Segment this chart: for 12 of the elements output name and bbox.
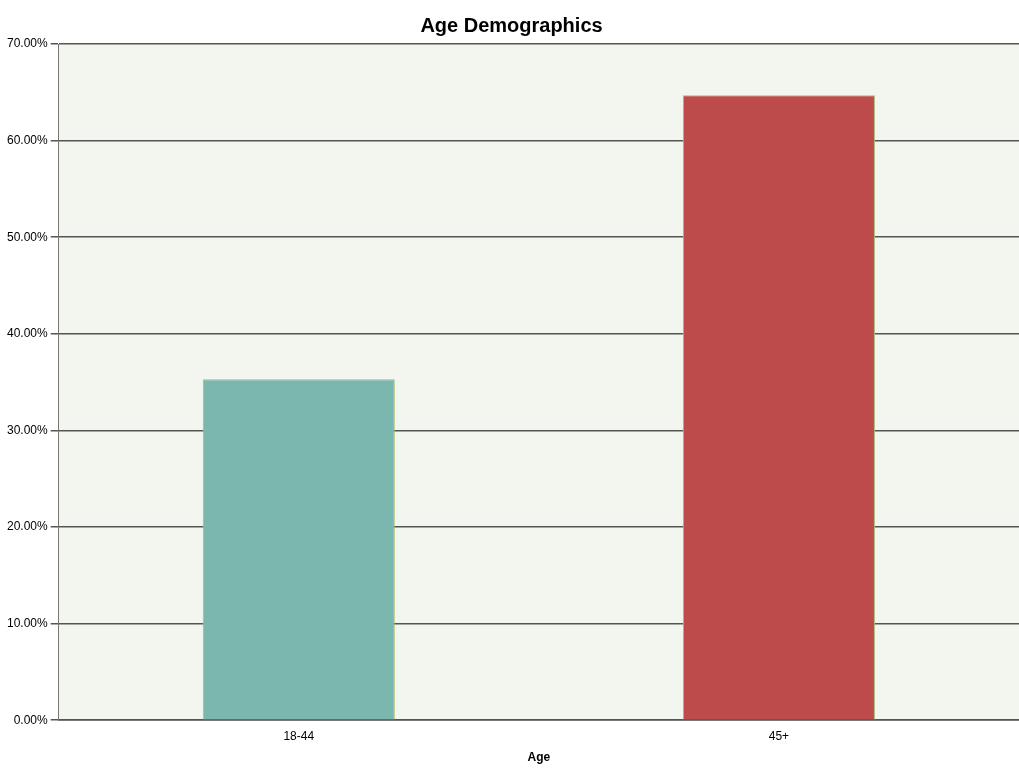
x-axis-title: Age xyxy=(527,750,551,765)
y-tick-label: 10.00% xyxy=(7,615,49,630)
y-tick-label: 0.00% xyxy=(13,712,49,727)
y-tick-label: 50.00% xyxy=(7,229,49,244)
chart-title: Age Demographics xyxy=(420,13,603,36)
y-tick-label: 30.00% xyxy=(7,422,49,437)
x-tick-label: 45+ xyxy=(768,728,790,743)
y-tick-label: 40.00% xyxy=(7,326,49,341)
y-tick-label: 20.00% xyxy=(7,519,49,534)
x-tick-label: 18-44 xyxy=(283,728,315,743)
y-tick-label: 60.00% xyxy=(7,132,49,147)
y-tick-label: 70.00% xyxy=(7,36,49,51)
